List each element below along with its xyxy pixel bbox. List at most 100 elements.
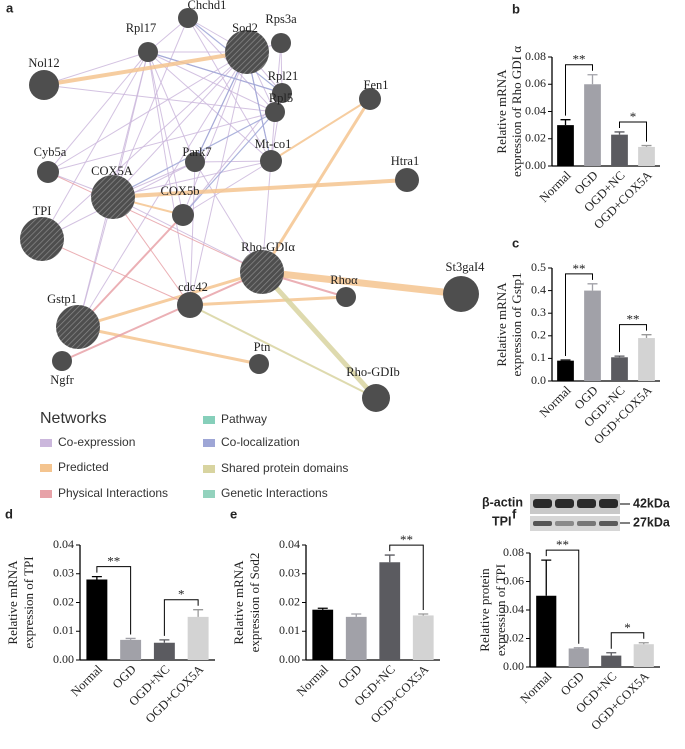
y-axis-label: expression of Gstp1 <box>509 273 524 377</box>
network-edge <box>112 196 191 306</box>
blot-band <box>533 521 552 526</box>
y-tick-label: 0.0 <box>531 373 546 387</box>
legend-swatch <box>203 465 215 473</box>
network-node <box>138 42 158 62</box>
network-edge <box>41 238 191 306</box>
bar <box>312 609 334 660</box>
node-label: Rpl5 <box>269 91 293 105</box>
bar <box>120 639 142 660</box>
bar <box>536 595 557 667</box>
node-label: cdc42 <box>178 280 208 294</box>
bar <box>638 146 655 166</box>
node-label: Ngfr <box>50 373 74 387</box>
node-label: TPI <box>33 204 52 218</box>
network-node <box>336 287 356 307</box>
error-bar <box>541 559 552 596</box>
network-edge <box>194 160 272 163</box>
y-tick-label: 0.03 <box>53 566 74 580</box>
error-bar <box>606 652 617 656</box>
network-edge <box>189 161 196 306</box>
significance-bracket <box>545 549 580 644</box>
network-node <box>443 276 479 312</box>
network-edge <box>147 51 272 162</box>
network-node <box>37 161 59 183</box>
y-tick-label: 0.02 <box>525 131 546 145</box>
y-tick-label: 0.02 <box>53 594 74 608</box>
network-edge <box>77 270 263 329</box>
x-tick-label: OGD <box>110 662 139 691</box>
node-label: Rhoα <box>330 273 358 287</box>
x-tick-label: Normal <box>518 669 555 706</box>
network-node <box>29 70 59 100</box>
network-edge <box>112 51 248 198</box>
network-edge <box>77 214 184 328</box>
network-node <box>178 8 198 28</box>
network-edge <box>147 51 196 163</box>
error-bar <box>317 607 328 610</box>
legend-swatch <box>40 439 52 447</box>
x-tick-label: Normal <box>68 662 105 699</box>
node-label: Chchd1 <box>188 0 227 12</box>
network-edge <box>260 270 378 400</box>
y-axis-label: expression of TPI <box>493 564 508 656</box>
blot-label: TPI <box>492 514 511 528</box>
node-label: Rpl21 <box>268 69 299 83</box>
y-tick-label: 0.5 <box>531 260 546 274</box>
significance-label: ** <box>573 261 586 276</box>
legend-text: Physical Interactions <box>58 486 168 500</box>
y-tick-label: 0.00 <box>525 158 546 172</box>
network-node <box>172 204 194 226</box>
network-node <box>395 168 419 192</box>
network-edge <box>112 196 263 273</box>
bar <box>557 125 574 166</box>
blot-label: β-actin <box>482 495 523 509</box>
legend-swatch <box>40 490 52 498</box>
blot-size: 42kDa <box>633 496 671 510</box>
network-node <box>177 292 203 318</box>
network-edge <box>77 325 260 366</box>
significance-label: * <box>624 620 631 635</box>
panel-letter: d <box>5 506 13 521</box>
error-bar <box>193 609 204 617</box>
y-tick-label: 0.04 <box>53 537 74 551</box>
panel-letter: b <box>512 1 520 16</box>
y-tick-label: 0.00 <box>53 652 74 666</box>
network-node <box>272 83 292 103</box>
x-tick-label: OGD+COX5A <box>588 669 652 733</box>
error-bar <box>641 334 652 339</box>
panel-letter: f <box>512 506 517 521</box>
legend-text: Co-expression <box>58 435 135 449</box>
significance-label: * <box>630 109 637 124</box>
y-tick-label: 0.00 <box>279 652 300 666</box>
significance-bracket <box>389 544 424 610</box>
bar <box>345 616 367 660</box>
network-edge <box>43 84 276 113</box>
network-node <box>249 354 269 374</box>
significance-bracket <box>163 599 199 636</box>
node-label: Htra1 <box>391 154 419 168</box>
x-tick-label: OGD <box>558 669 587 698</box>
bar <box>412 615 434 660</box>
error-bar <box>614 355 625 358</box>
significance-bracket <box>619 121 647 142</box>
bar <box>557 360 574 381</box>
network-edge <box>43 50 248 87</box>
network-edge <box>47 171 263 273</box>
network-edge <box>61 271 263 362</box>
x-tick-label: Normal <box>537 383 574 420</box>
y-axis-label: Relative mRNA <box>5 560 20 645</box>
error-bar <box>638 642 649 645</box>
error-bar <box>418 613 429 616</box>
bar <box>633 644 654 667</box>
y-axis-label: Relative protein <box>477 568 492 652</box>
node-label: Ptn <box>254 340 271 354</box>
network-edge <box>112 17 189 198</box>
y-tick-label: 0.1 <box>531 350 546 364</box>
network-node <box>185 152 205 172</box>
node-label: COX5b <box>161 184 200 198</box>
network-node <box>265 102 285 122</box>
node-label: Rho-GDIb <box>346 365 399 379</box>
network-edge <box>77 51 248 328</box>
error-bar <box>587 74 598 85</box>
bar <box>601 655 622 667</box>
